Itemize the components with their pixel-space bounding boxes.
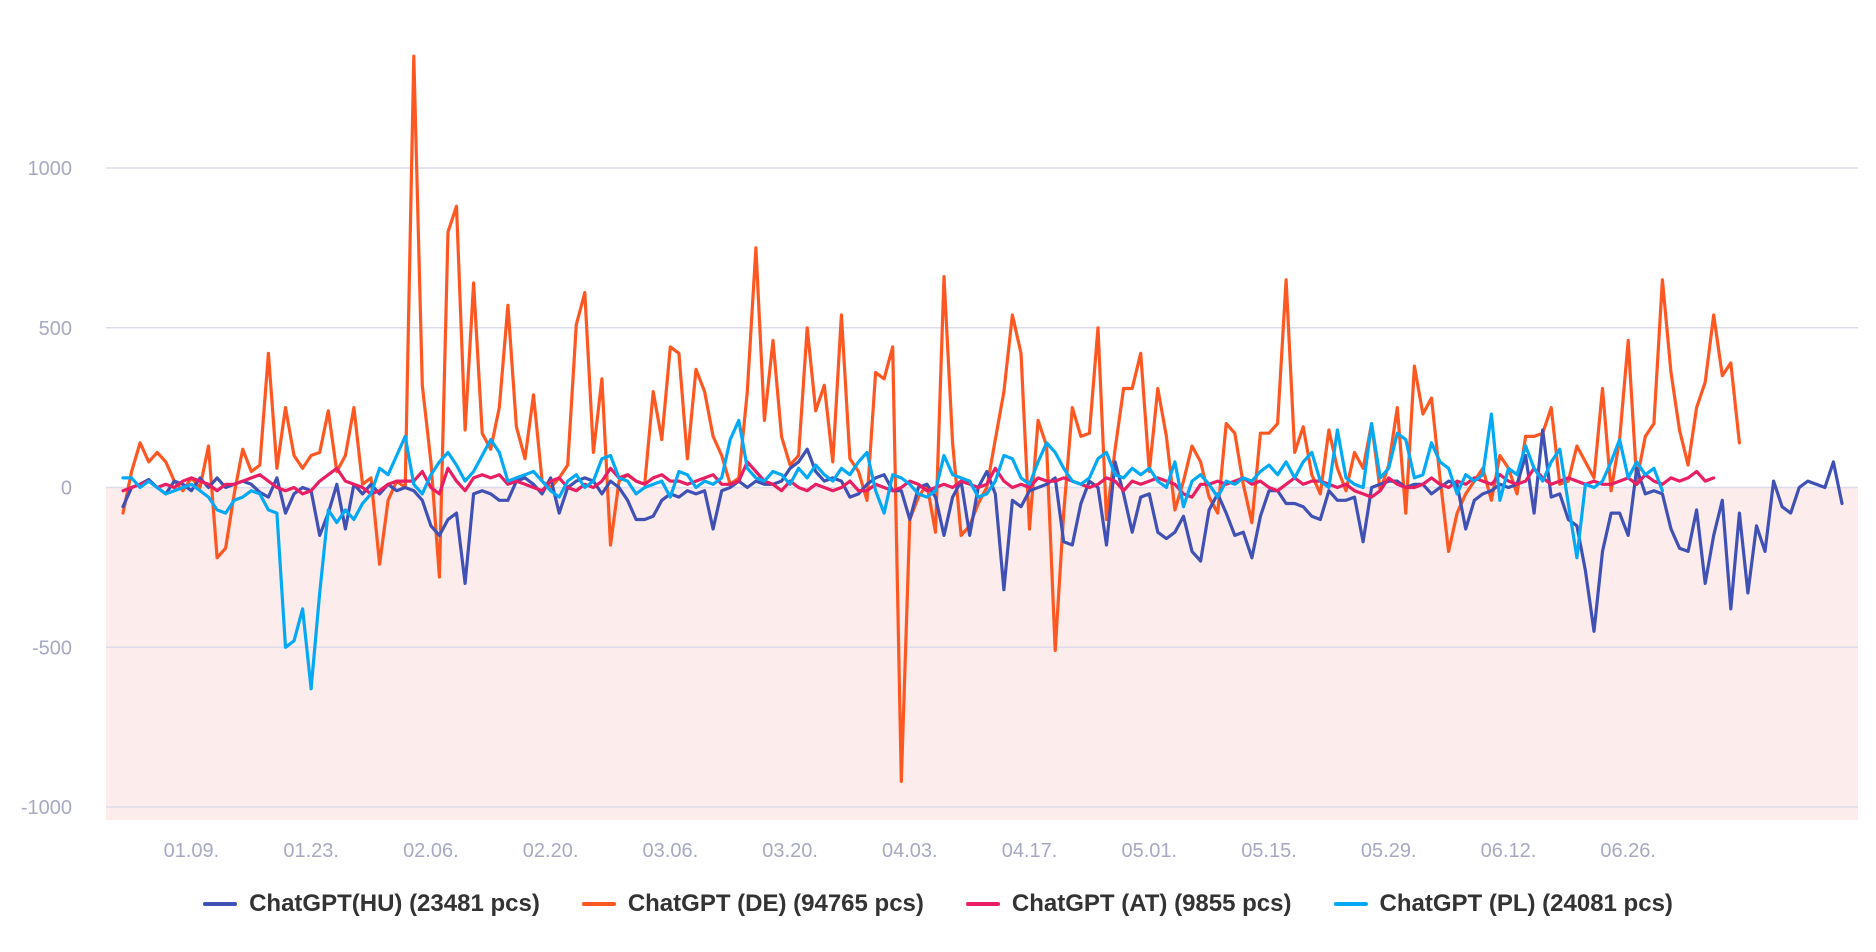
x-tick-label: 04.03.: [882, 840, 938, 862]
legend-swatch: [1333, 902, 1368, 906]
y-tick-label: -500: [32, 637, 72, 659]
legend-label: ChatGPT(HU) (23481 pcs): [249, 890, 540, 917]
x-tick-label: 02.06.: [403, 840, 459, 862]
line-chart: 1000 500 0 -500 -1000 01.09. 01.23. 02.06. 02.20…: [21, 54, 1858, 862]
x-tick-label: 03.06.: [643, 840, 699, 862]
x-tick-label: 06.12.: [1481, 840, 1537, 862]
y-tick-label: 1000: [28, 158, 73, 180]
x-tick-label: 01.09.: [164, 840, 220, 862]
x-tick-label: 06.26.: [1600, 840, 1656, 862]
legend-item[interactable]: ChatGPT(HU) (23481 pcs): [203, 890, 540, 918]
y-tick-label: -1000: [21, 797, 72, 819]
x-tick-label: 03.20.: [762, 840, 818, 862]
legend-item[interactable]: ChatGPT (AT) (9855 pcs): [965, 890, 1292, 918]
y-tick-label: 0: [61, 478, 72, 500]
y-tick-label: 500: [39, 318, 72, 340]
legend-label: ChatGPT (PL) (24081 pcs): [1379, 890, 1673, 917]
x-tick-label: 01.23.: [283, 840, 339, 862]
series-line-0[interactable]: [121, 428, 1844, 633]
series-line-2[interactable]: [121, 460, 1716, 499]
negative-region: [106, 487, 1858, 820]
legend-label: ChatGPT (DE) (94765 pcs): [627, 890, 924, 917]
legend-item[interactable]: ChatGPT (PL) (24081 pcs): [1333, 890, 1673, 918]
legend-swatch: [203, 902, 238, 906]
x-tick-label: 04.17.: [1002, 840, 1058, 862]
legend-swatch: [965, 902, 1000, 906]
legend-item[interactable]: ChatGPT (DE) (94765 pcs): [581, 890, 924, 918]
x-tick-label: 02.20.: [523, 840, 579, 862]
chart-legend: ChatGPT(HU) (23481 pcs) ChatGPT (DE) (947…: [0, 890, 1876, 918]
x-tick-label: 05.29.: [1361, 840, 1417, 862]
series-line-1[interactable]: [121, 54, 1742, 784]
legend-swatch: [581, 902, 616, 906]
legend-label: ChatGPT (AT) (9855 pcs): [1011, 890, 1292, 917]
x-tick-label: 05.15.: [1241, 840, 1297, 862]
x-tick-label: 05.01.: [1121, 840, 1177, 862]
series-line-3[interactable]: [121, 412, 1665, 691]
